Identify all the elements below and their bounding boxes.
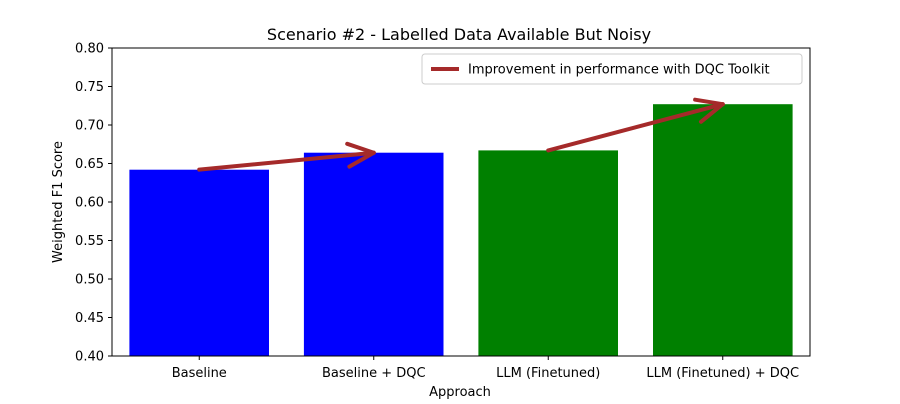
legend: Improvement in performance with DQC Tool… bbox=[421, 53, 803, 85]
chart-title: Scenario #2 - Labelled Data Available Bu… bbox=[267, 25, 651, 44]
x-tick-label: Baseline bbox=[172, 366, 227, 381]
y-tick-label: 0.50 bbox=[75, 273, 104, 288]
improvement-arrow bbox=[197, 141, 376, 172]
y-tick-label: 0.60 bbox=[75, 196, 104, 211]
legend-box bbox=[421, 53, 803, 85]
arrow-head bbox=[345, 141, 376, 155]
bar bbox=[478, 150, 618, 356]
y-tick-label: 0.80 bbox=[75, 42, 104, 57]
bar bbox=[129, 169, 269, 356]
x-tick-label: Baseline + DQC bbox=[322, 366, 426, 381]
arrow-shaft bbox=[197, 150, 376, 172]
arrow-head bbox=[699, 102, 725, 124]
improvement-arrow bbox=[546, 97, 725, 153]
legend-label: Improvement in performance with DQC Tool… bbox=[468, 63, 770, 78]
y-tick-label: 0.65 bbox=[75, 157, 104, 172]
y-axis-label: Weighted F1 Score bbox=[51, 141, 66, 263]
arrow-head bbox=[347, 150, 376, 169]
x-tick-label: LLM (Finetuned) + DQC bbox=[646, 366, 799, 381]
y-tick-label: 0.75 bbox=[75, 80, 104, 95]
arrow-head bbox=[693, 97, 725, 107]
x-tick-label: LLM (Finetuned) bbox=[496, 366, 600, 381]
y-tick-label: 0.70 bbox=[75, 119, 104, 134]
x-axis-label: Approach bbox=[429, 385, 491, 400]
bar bbox=[653, 104, 793, 356]
arrow-shaft bbox=[546, 102, 725, 153]
bar bbox=[303, 152, 444, 356]
y-tick-label: 0.40 bbox=[75, 350, 104, 365]
plot-area: 0.40 0.45 0.50 0.55 0.60 0.65 0.70 0.75 0.80 Base… bbox=[75, 42, 811, 381]
y-tick-label: 0.55 bbox=[75, 234, 104, 249]
y-tick-label: 0.45 bbox=[75, 311, 104, 326]
